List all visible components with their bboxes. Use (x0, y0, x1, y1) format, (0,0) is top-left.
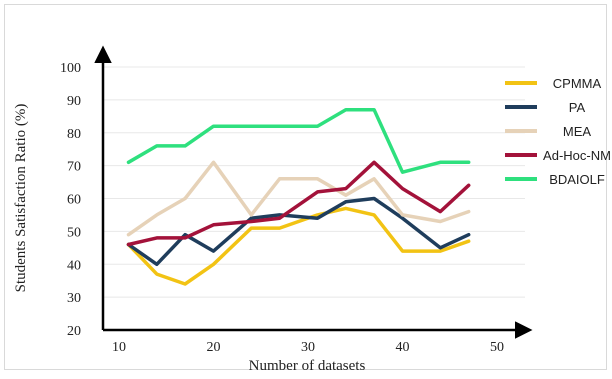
line-chart: 20 30 40 50 60 70 80 90 100 10 20 30 40 50 Students … (13, 45, 611, 374)
series-line-ad-hoc-nm (126, 160, 471, 247)
y-tick-label: 100 (60, 61, 81, 76)
series-line-bdaiolf (126, 107, 471, 174)
legend-label: Ad-Hoc-NM (543, 148, 611, 163)
series-lines (126, 107, 471, 286)
legend-item-cpmma: CPMMA (505, 76, 602, 91)
legend-label: BDAIOLF (549, 172, 605, 187)
x-tick-label: 20 (207, 340, 221, 355)
legend: CPMMA PA MEA Ad-Hoc-NM BDAIOLF (505, 76, 611, 187)
legend-item-bdaiolf: BDAIOLF (505, 172, 605, 187)
y-tick-label: 20 (67, 324, 81, 339)
y-tick-label: 30 (67, 291, 81, 306)
x-tick-label: 30 (301, 340, 315, 355)
chart-frame: 20 30 40 50 60 70 80 90 100 10 20 30 40 50 Students … (4, 4, 611, 374)
y-tick-label: 50 (67, 225, 81, 240)
y-tick-label: 80 (67, 127, 81, 142)
series-line-cpmma (126, 206, 471, 286)
legend-item-ad-hoc-nm: Ad-Hoc-NM (505, 148, 611, 163)
legend-label: MEA (563, 124, 592, 139)
x-tick-labels: 10 20 30 40 50 (112, 340, 504, 355)
y-tick-label: 70 (67, 160, 81, 175)
y-tick-labels: 20 30 40 50 60 70 80 90 100 (60, 61, 81, 339)
gridlines (103, 66, 525, 298)
x-tick-label: 10 (112, 340, 126, 355)
axes (94, 45, 533, 339)
legend-item-mea: MEA (505, 124, 591, 139)
x-axis-title: Number of datasets (249, 358, 366, 374)
y-tick-label: 90 (67, 94, 81, 109)
legend-item-pa: PA (505, 100, 586, 115)
y-tick-label: 60 (67, 193, 81, 208)
legend-label: CPMMA (553, 76, 602, 91)
series-line-mea (126, 160, 471, 237)
x-tick-label: 40 (396, 340, 410, 355)
y-axis-title: Students Satisfaction Ratio (%) (13, 104, 29, 293)
legend-label: PA (569, 100, 586, 115)
x-tick-label: 50 (490, 340, 504, 355)
y-tick-label: 40 (67, 258, 81, 273)
